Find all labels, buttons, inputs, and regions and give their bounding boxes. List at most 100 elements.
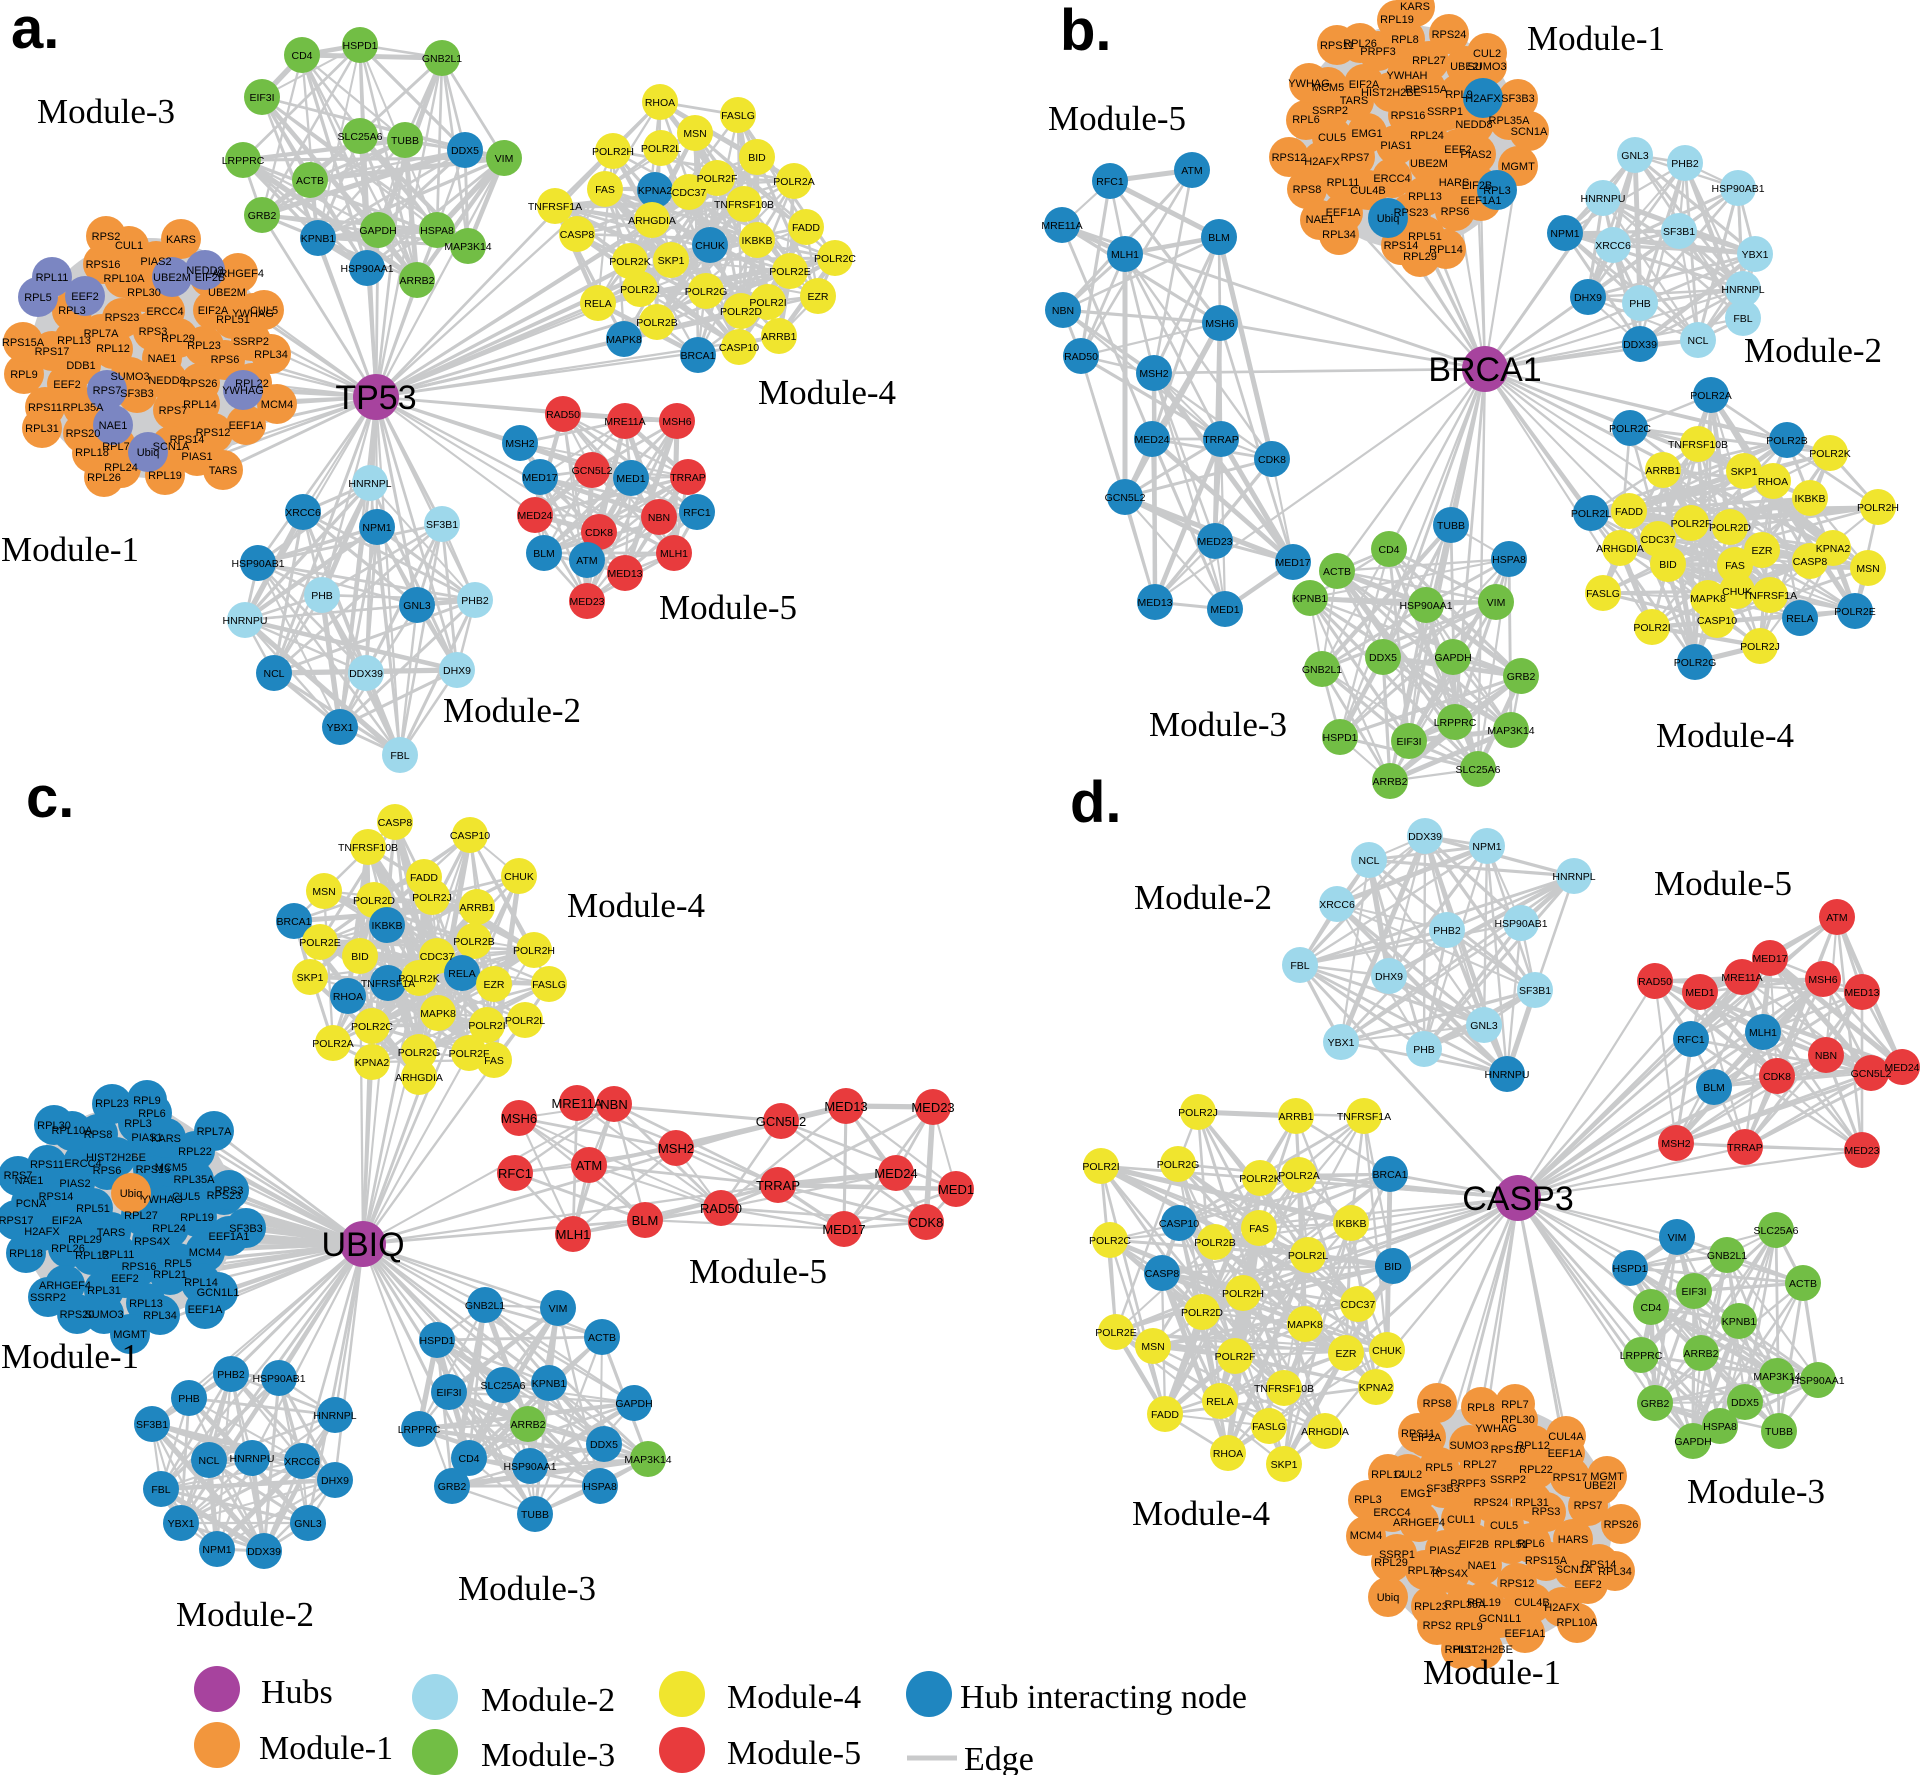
svg-text:RPS12: RPS12 (1500, 1578, 1535, 1590)
svg-text:HIST2H2BE: HIST2H2BE (1361, 87, 1421, 99)
svg-text:TUBB: TUBB (1437, 520, 1465, 532)
svg-text:GAPDH: GAPDH (359, 225, 396, 237)
svg-text:NBN: NBN (648, 512, 670, 524)
svg-text:MED1: MED1 (616, 473, 645, 485)
svg-text:FBL: FBL (1290, 960, 1309, 972)
svg-text:YWHAG: YWHAG (222, 385, 264, 397)
svg-text:CUL5: CUL5 (1490, 1520, 1518, 1532)
svg-text:RPL6: RPL6 (138, 1108, 166, 1120)
svg-text:YWHAH: YWHAH (1387, 70, 1428, 82)
svg-text:RPL34: RPL34 (254, 349, 288, 361)
svg-text:RPL19: RPL19 (1467, 1597, 1501, 1609)
svg-text:CASP10: CASP10 (1159, 1218, 1199, 1230)
svg-text:RPS11: RPS11 (28, 402, 62, 414)
svg-text:POLR2F: POLR2F (449, 1048, 490, 1060)
svg-text:MED13: MED13 (607, 568, 642, 580)
svg-text:CHUK: CHUK (504, 871, 534, 883)
svg-text:Module-2: Module-2 (481, 1682, 615, 1719)
svg-text:Hub interacting node: Hub interacting node (960, 1679, 1247, 1716)
svg-text:RPS7: RPS7 (159, 405, 188, 417)
svg-text:RFC1: RFC1 (1677, 1034, 1705, 1046)
svg-text:MSH6: MSH6 (662, 416, 691, 428)
svg-text:VIM: VIM (1487, 597, 1506, 609)
svg-text:ACTB: ACTB (296, 175, 324, 187)
svg-text:PHB: PHB (178, 1393, 200, 1405)
svg-text:MSN: MSN (1856, 563, 1879, 575)
svg-text:RPS8: RPS8 (1293, 184, 1322, 196)
svg-text:MED17: MED17 (1752, 953, 1787, 965)
svg-text:Module-1: Module-1 (1, 1337, 139, 1376)
svg-text:YBX1: YBX1 (168, 1518, 195, 1530)
svg-text:Module-5: Module-5 (727, 1735, 861, 1772)
svg-text:MGMT: MGMT (113, 1329, 147, 1341)
svg-text:ARHGEF4: ARHGEF4 (39, 1280, 91, 1292)
svg-text:CDK8: CDK8 (1258, 454, 1286, 466)
svg-text:KPNA2: KPNA2 (355, 1057, 390, 1069)
svg-text:GRB2: GRB2 (248, 210, 277, 222)
svg-text:HNRNPL: HNRNPL (1552, 871, 1595, 883)
svg-text:MED24: MED24 (874, 1166, 917, 1181)
svg-text:RPS15A: RPS15A (1525, 1555, 1568, 1567)
svg-text:MRE11A: MRE11A (1721, 972, 1762, 984)
svg-text:RPL51: RPL51 (1494, 1539, 1528, 1551)
svg-text:DDX5: DDX5 (1369, 652, 1397, 664)
svg-text:KPNB1: KPNB1 (1293, 593, 1328, 605)
svg-text:GRB2: GRB2 (438, 1481, 467, 1493)
svg-text:EZR: EZR (1752, 545, 1773, 557)
svg-text:KPNA2: KPNA2 (1359, 1382, 1394, 1394)
svg-text:IKBKB: IKBKB (1336, 1218, 1367, 1230)
svg-text:EZR: EZR (484, 979, 505, 991)
svg-text:d.: d. (1070, 770, 1122, 835)
svg-text:MED23: MED23 (569, 596, 604, 608)
svg-text:TNFRSF10B: TNFRSF10B (338, 842, 398, 854)
svg-text:RPS3: RPS3 (139, 326, 168, 338)
svg-text:LRPPRC: LRPPRC (1434, 717, 1477, 729)
svg-text:EIF3I: EIF3I (249, 92, 274, 104)
svg-text:TNFRSF10B: TNFRSF10B (1668, 439, 1728, 451)
svg-text:BRCA1: BRCA1 (1428, 351, 1541, 389)
svg-text:DDX39: DDX39 (1408, 831, 1442, 843)
svg-text:HNRNPL: HNRNPL (1721, 284, 1764, 296)
svg-text:ARRB1: ARRB1 (1645, 465, 1680, 477)
svg-text:XRCC6: XRCC6 (1319, 899, 1355, 911)
svg-text:SLC25A6: SLC25A6 (338, 131, 383, 143)
svg-text:RPS20: RPS20 (66, 428, 101, 440)
svg-text:Module-5: Module-5 (659, 588, 797, 627)
svg-text:POLR2A: POLR2A (1690, 390, 1731, 402)
svg-text:RAD50: RAD50 (700, 1201, 742, 1216)
svg-text:EMG1: EMG1 (1400, 1488, 1431, 1500)
svg-text:RFC1: RFC1 (683, 507, 711, 519)
svg-text:FBL: FBL (1733, 313, 1752, 325)
svg-text:RPL35A: RPL35A (1489, 115, 1531, 127)
svg-text:MSN: MSN (683, 128, 706, 140)
svg-text:GCN5L2: GCN5L2 (756, 1114, 807, 1129)
svg-text:RHOA: RHOA (645, 97, 675, 109)
svg-text:CASP8: CASP8 (560, 229, 595, 241)
svg-text:SKP1: SKP1 (658, 255, 685, 267)
svg-text:FASLG: FASLG (1586, 588, 1620, 600)
svg-text:ATM: ATM (576, 1158, 602, 1173)
svg-text:SCN1A: SCN1A (1511, 126, 1548, 138)
svg-text:Module-3: Module-3 (1687, 1472, 1825, 1511)
svg-text:RPL23: RPL23 (1414, 1601, 1448, 1613)
svg-text:PIAS2: PIAS2 (1429, 1545, 1460, 1557)
svg-text:RPL13: RPL13 (1408, 191, 1442, 203)
svg-text:FADD: FADD (1615, 506, 1643, 518)
svg-text:RPS24: RPS24 (1474, 1497, 1509, 1509)
svg-text:Module-2: Module-2 (1744, 331, 1882, 370)
svg-text:PHB2: PHB2 (1671, 158, 1699, 170)
svg-text:Ubiq: Ubiq (120, 1188, 143, 1200)
svg-text:SSRP1: SSRP1 (1379, 1549, 1415, 1561)
svg-text:TUBB: TUBB (521, 1509, 549, 1521)
svg-text:NBN: NBN (1815, 1050, 1837, 1062)
svg-text:ARRB1: ARRB1 (1278, 1111, 1313, 1123)
svg-text:POLR2K: POLR2K (1809, 448, 1850, 460)
svg-text:CUL4A: CUL4A (1548, 1431, 1584, 1443)
svg-text:NBN: NBN (600, 1097, 627, 1112)
svg-text:CDK8: CDK8 (1763, 1071, 1791, 1083)
svg-text:IKBKB: IKBKB (372, 920, 403, 932)
svg-text:RPS2: RPS2 (92, 231, 121, 243)
svg-text:RPL9: RPL9 (1455, 1621, 1483, 1633)
svg-text:GNB2L1: GNB2L1 (465, 1300, 505, 1312)
svg-text:MED23: MED23 (911, 1100, 954, 1115)
